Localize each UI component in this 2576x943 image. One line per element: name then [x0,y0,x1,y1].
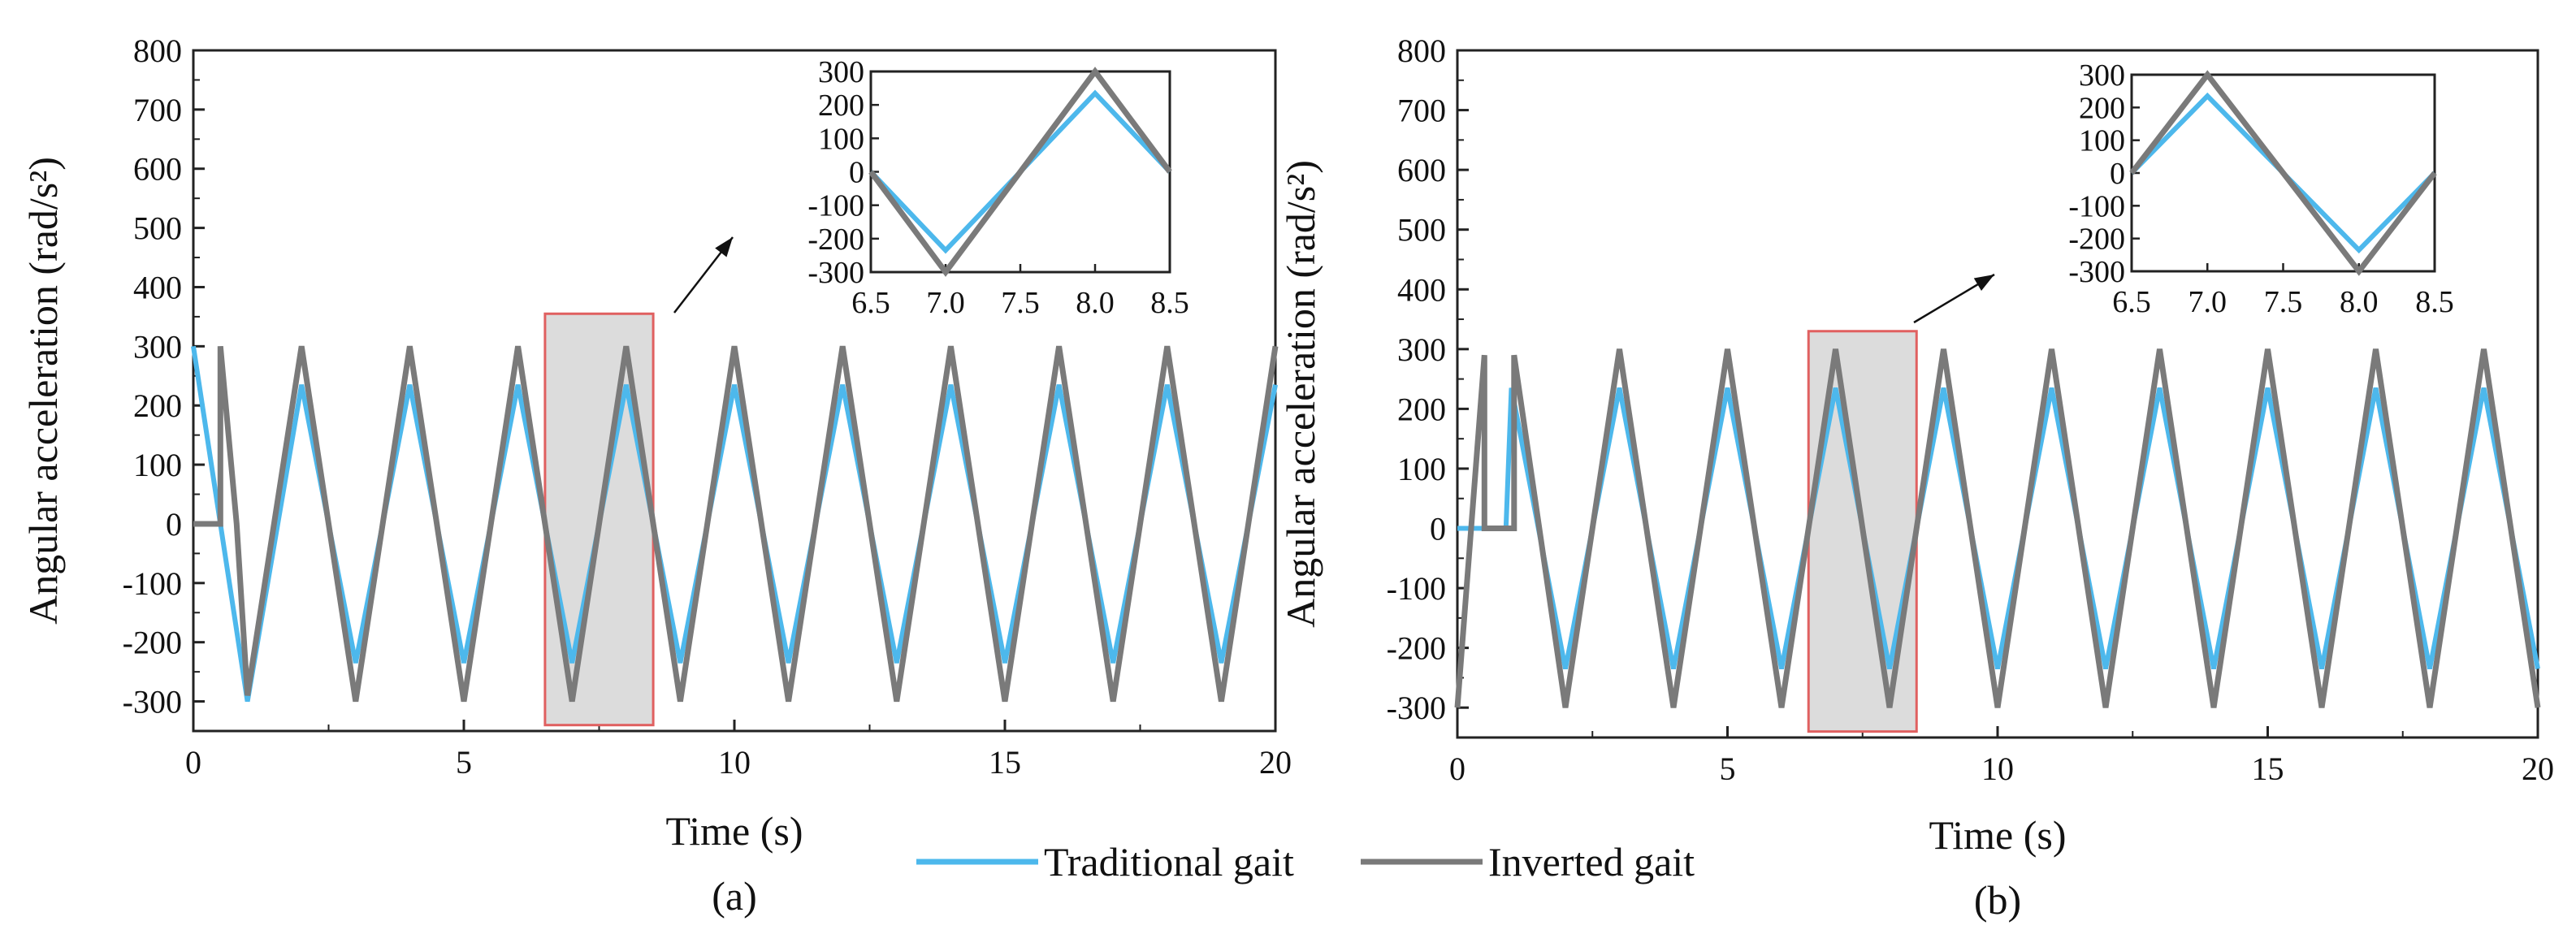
panel-b-inset-ytick-label: -300 [2068,255,2125,289]
panel-a-series-traditional-line [191,345,1278,703]
panel-a-ytick-label: -100 [123,565,182,602]
panel-a-ytick-label: -300 [123,684,182,720]
panel-a-xtick-label: 10 [718,744,751,781]
panel-a-ytick-label: -200 [123,625,182,661]
panel-a-inset-ytick-label: -100 [807,189,864,223]
panel-a-inset-ytick-label: 0 [849,156,864,190]
panel-b-xlabel: Time (s) [1929,812,2066,858]
panel-a-inset-xtick-label: 8.0 [1076,286,1115,320]
panel-a-xtick-label: 15 [989,744,1021,781]
panel-a-ytick-label: 200 [133,387,182,424]
panel-a-caption: (a) [712,873,757,919]
panel-b-ytick-label: 600 [1397,152,1446,188]
panel-a-inset-xtick-label: 6.5 [851,286,890,320]
panel-b-zoom-arrowhead [1973,275,1994,292]
panel-b-inset-xtick-label: 7.5 [2264,285,2303,319]
panel-b-series-traditional-line [1457,387,2540,669]
panel-b-ytick-label: 200 [1397,391,1446,427]
panel-b-ytick-label: 100 [1397,451,1446,487]
panel-a-ytick-label: 0 [166,506,182,543]
panel-b-inset-xtick-label: 8.0 [2340,285,2379,319]
panel-b-inset-ytick-label: 100 [2079,124,2125,158]
panel-b-inset-ytick-label: -100 [2068,189,2125,223]
panel-a-inset-ytick-label: -300 [807,256,864,290]
panel-b-inset-ytick-label: 300 [2079,58,2125,93]
panel-b-series-inverted-line [1454,348,2541,708]
panel-a-ytick-label: 400 [133,269,182,305]
panel-a-zoom-arrowhead [715,237,733,257]
panel-a-ytick-label: 100 [133,447,182,483]
panel-a-ytick-label: 300 [133,328,182,365]
panel-b-ytick-label: -200 [1387,630,1446,667]
panel-b-ytick-label: 300 [1397,331,1446,368]
panel-b-inset-ytick-label: 0 [2110,157,2125,191]
panel-b-ytick-label: -100 [1387,570,1446,607]
panel-b-inset-series-inverted-line [2129,70,2437,276]
panel-a-inset-series-inverted-line [868,67,1172,277]
legend-inverted-label: Inverted gait [1488,839,1695,885]
panel-b-inset-xtick-label: 8.5 [2415,285,2454,319]
panel-a-series-inverted-line [193,345,1279,703]
panel-b-ytick-label: -300 [1387,690,1446,726]
panel-a-ytick-label: 600 [133,151,182,188]
panel-b-inset-xtick-label: 6.5 [2112,285,2151,319]
legend: Traditional gait Inverted gait [916,839,1695,885]
panel-a-inset-xtick-label: 7.0 [926,286,965,320]
panel-a-inset-xtick-label: 7.5 [1001,286,1040,320]
panel-b-ytick-label: 400 [1397,271,1446,308]
panel-a-xtick-label: 5 [456,744,472,781]
panel-a-ytick-label: 500 [133,210,182,247]
panel-a-xlabel: Time (s) [665,808,803,854]
panel-a-inset-ytick-label: 100 [818,122,864,156]
panel-b-ytick-label: 500 [1397,212,1446,249]
panel-a-ytick-label: 700 [133,92,182,128]
panel-b-xtick-label: 0 [1449,751,1466,787]
panel-b-xtick-label: 5 [1720,751,1736,787]
panel-b-xtick-label: 15 [2252,751,2284,787]
panel-b-ytick-label: 700 [1397,93,1446,129]
panel-b-inset-ytick-label: 200 [2079,91,2125,125]
panel-a-xtick-label: 20 [1259,744,1292,781]
panel-b-inset-xtick-label: 7.0 [2189,285,2227,319]
panel-a-inset-xtick-label: 8.5 [1150,286,1189,320]
panel-b-inset-ytick-label: -200 [2068,223,2125,257]
panel-a-inset-ytick-label: 300 [818,55,864,89]
legend-traditional-label: Traditional gait [1044,839,1294,885]
panel-a-inset-ytick-label: -200 [807,223,864,257]
panel-b-ylabel: Angular acceleration (rad/s²) [1278,160,1323,628]
panel-a-ylabel: Angular acceleration (rad/s²) [20,157,66,625]
panel-a-ytick-label: 800 [133,32,182,69]
panel-b-xtick-label: 10 [1981,751,2014,787]
panel-b-ytick-label: 800 [1397,32,1446,69]
panel-b-ytick-label: 0 [1430,511,1446,547]
panel-a-xtick-label: 0 [185,744,201,781]
panel-b-caption: (b) [1974,877,2021,923]
panel-a-inset-ytick-label: 200 [818,89,864,123]
panel-b-xtick-label: 20 [2522,751,2554,787]
